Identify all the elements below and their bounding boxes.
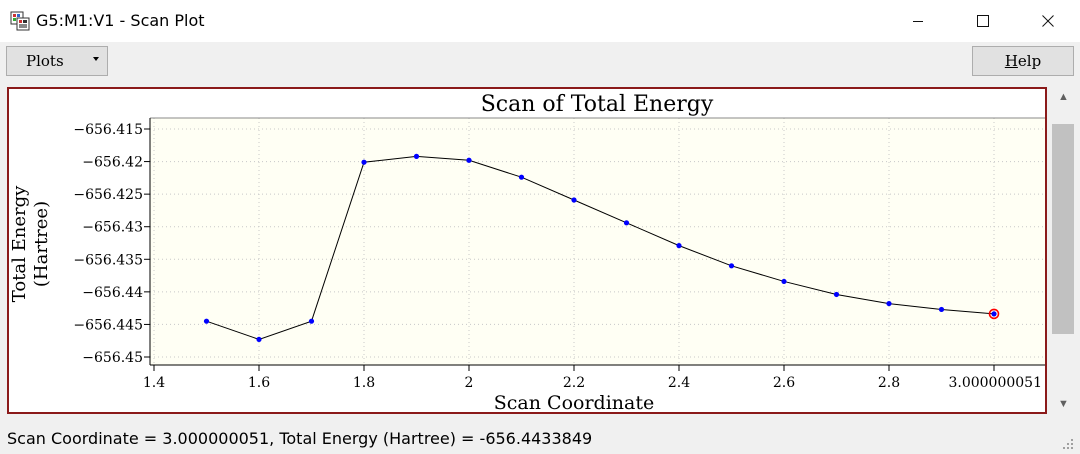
y-axis-label: Total Energy	[9, 185, 30, 302]
maximize-button[interactable]	[956, 0, 1010, 42]
scrollbar-thumb[interactable]	[1052, 124, 1074, 334]
y-tick-label: −656.435	[73, 252, 143, 268]
selected-point-marker[interactable]	[988, 308, 1000, 320]
y-tick-label: −656.415	[73, 122, 143, 138]
x-axis-label: Scan Coordinate	[494, 392, 654, 412]
data-point[interactable]	[518, 174, 525, 180]
chart-title: Scan of Total Energy	[481, 92, 714, 117]
y-axis-label: (Hartree)	[31, 201, 52, 287]
data-point[interactable]	[413, 153, 420, 159]
y-tick-label: −656.44	[82, 285, 143, 301]
x-tick-label: 1.6	[248, 375, 270, 391]
plots-label: Plots	[26, 52, 64, 70]
x-tick-label: 2.4	[668, 375, 690, 391]
data-point[interactable]	[623, 220, 630, 226]
close-button[interactable]	[1021, 0, 1075, 42]
dropdown-caret-icon	[93, 57, 99, 61]
vertical-scrollbar[interactable]: ▲ ▼	[1049, 87, 1078, 414]
x-tick-label: 1.4	[143, 375, 165, 391]
y-tick-label: −656.425	[73, 187, 143, 203]
toolbar	[0, 42, 1080, 82]
y-tick-label: −656.445	[73, 317, 143, 333]
data-point[interactable]	[886, 300, 892, 307]
y-tick-label: −656.45	[82, 350, 143, 366]
window-title: G5:M1:V1 - Scan Plot	[36, 11, 205, 30]
data-point[interactable]	[833, 291, 840, 298]
data-point[interactable]	[308, 318, 315, 324]
resize-grip-icon[interactable]	[1062, 438, 1074, 450]
y-tick-label: −656.43	[82, 220, 143, 236]
data-point[interactable]	[203, 318, 210, 324]
data-point[interactable]	[676, 243, 682, 249]
x-tick-label: 2	[465, 375, 474, 391]
status-bar: Scan Coordinate = 3.000000051, Total Ene…	[0, 424, 1080, 454]
energy-series-line	[206, 155, 995, 340]
data-point[interactable]	[361, 159, 367, 165]
data-point[interactable]	[466, 157, 472, 163]
scan-plot-chart[interactable]: −656.415 −656.42 −656.425 −656.43 −656.435 −6…	[9, 89, 1045, 412]
data-point[interactable]	[781, 278, 787, 285]
data-point[interactable]	[938, 306, 945, 313]
close-icon	[1042, 15, 1054, 27]
help-button[interactable]: Help	[972, 46, 1074, 76]
minimize-button[interactable]	[891, 0, 945, 42]
data-point[interactable]	[991, 311, 997, 317]
help-label: Help	[1004, 52, 1042, 70]
maximize-icon	[977, 15, 989, 27]
x-tick-label: 3.000000051	[948, 375, 1042, 391]
x-tick-label: 2.8	[878, 375, 900, 391]
app-window-icon	[10, 11, 30, 31]
x-tick-label: 2.6	[773, 375, 795, 391]
x-tick-label: 1.8	[353, 375, 375, 391]
scroll-down-icon[interactable]: ▼	[1058, 398, 1069, 410]
x-tick-label: 2.2	[563, 375, 585, 391]
data-point[interactable]	[728, 263, 735, 269]
plots-menu-button[interactable]: Plots	[6, 46, 108, 76]
plot-area[interactable]	[150, 118, 1045, 365]
data-point[interactable]	[256, 336, 262, 343]
scan-plot-panel[interactable]: −656.415 −656.42 −656.425 −656.43 −656.435 −6…	[7, 87, 1047, 414]
minimize-icon	[913, 21, 923, 22]
data-point[interactable]	[571, 197, 577, 203]
scroll-up-icon[interactable]: ▲	[1058, 91, 1069, 103]
status-readout: Scan Coordinate = 3.000000051, Total Ene…	[7, 429, 593, 448]
title-bar: G5:M1:V1 - Scan Plot	[0, 0, 1080, 42]
y-tick-label: −656.42	[82, 155, 143, 171]
